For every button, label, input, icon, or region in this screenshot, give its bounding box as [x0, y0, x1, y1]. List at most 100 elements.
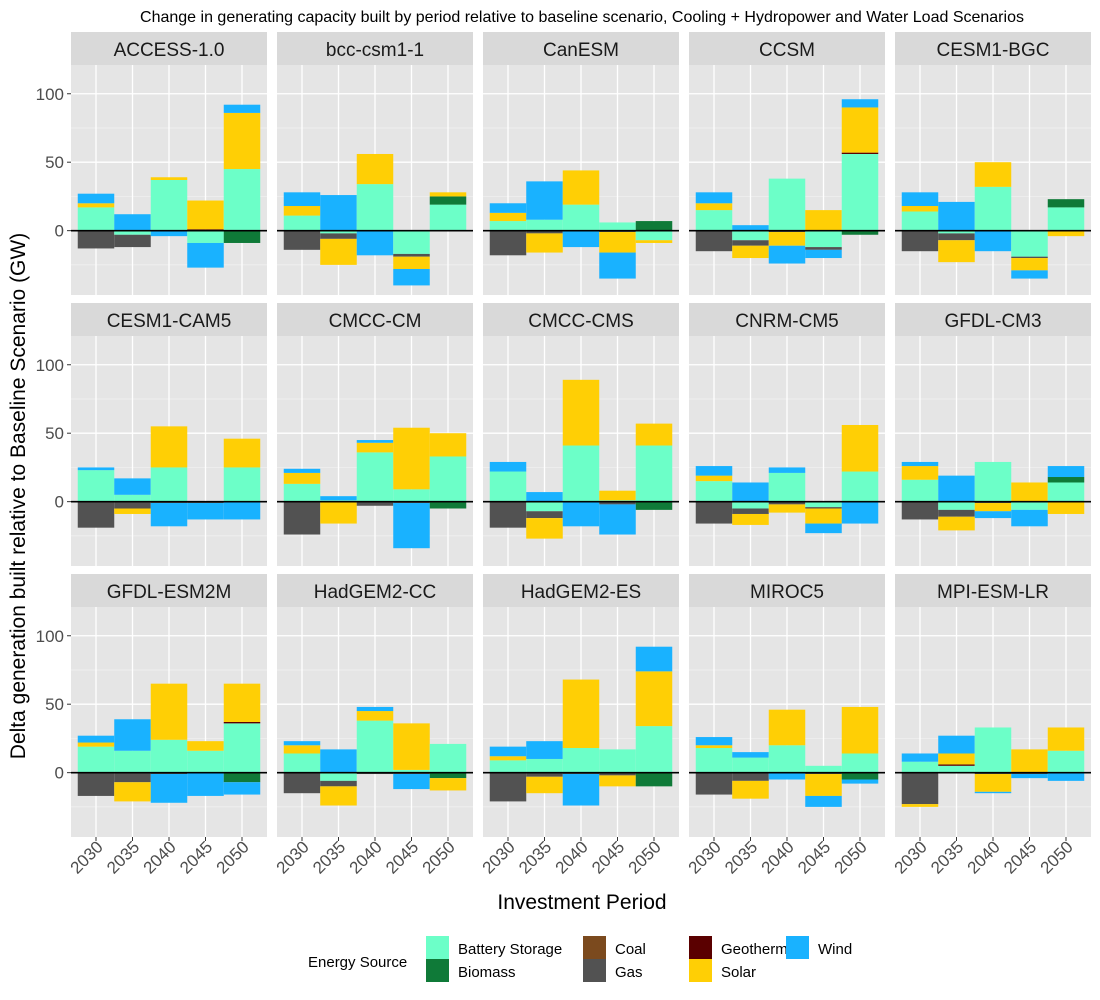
- facet-panels: ACCESS-1.0 0 50 100 bcc-csm1-1 CanESM CCSM CESM…: [36, 32, 1091, 878]
- x-tick-label: 2035: [721, 837, 761, 877]
- strip-label-canesm: CanESM: [543, 40, 619, 61]
- panel-cesm1-bgc: CESM1-BGC: [895, 32, 1091, 295]
- bar-cnrm-cm5-2050-solar: [841, 424, 879, 472]
- bar-hadgem2-cc-2035-gas: [320, 780, 357, 787]
- bar-hadgem2-cc-2030-wind: [283, 741, 321, 746]
- x-tick-label: 2040: [552, 837, 592, 877]
- bar-cmcc-cm-2030-gas: [283, 501, 321, 535]
- strip-label-ccsm: CCSM: [759, 40, 815, 61]
- bar-hadgem2-es-2030-solar: [489, 756, 527, 761]
- bar-hadgem2-es-2035-battery-storage: [526, 758, 563, 773]
- y-tick-label: 100: [36, 85, 64, 104]
- panel-bcc-csm1-1: bcc-csm1-1: [277, 32, 473, 295]
- bar-miroc5-2050-wind: [841, 779, 879, 784]
- bar-canesm-2030-wind: [489, 203, 527, 213]
- bar-cesm1-cam5-2050-battery-storage: [223, 467, 261, 502]
- bar-mpi-esm-lr-2030-gas: [901, 772, 939, 805]
- bar-gfdl-esm2m-2035-wind: [114, 719, 151, 751]
- bar-cesm1-cam5-2050-solar: [223, 438, 261, 468]
- bar-cesm1-cam5-2040-battery-storage: [150, 467, 188, 502]
- bar-access-1-0-2050-solar: [223, 112, 261, 170]
- bar-cmcc-cm-2050-biomass: [429, 501, 467, 509]
- bar-cesm1-bgc-2045-gas: [1011, 256, 1048, 259]
- bar-gfdl-cm3-2045-wind: [1011, 509, 1048, 527]
- bar-cnrm-cm5-2040-wind: [768, 467, 806, 473]
- x-tick-label: 2030: [479, 837, 519, 877]
- panel-access-1-0: ACCESS-1.0 0 50 100: [36, 32, 267, 295]
- bar-cesm1-bgc-2040-wind: [974, 230, 1012, 252]
- bar-cnrm-cm5-2040-gas: [768, 501, 806, 505]
- bar-bcc-csm1-1-2050-biomass: [429, 196, 467, 205]
- bar-gfdl-cm3-2035-wind: [938, 475, 975, 502]
- bar-canesm-2035-battery-storage: [526, 219, 563, 231]
- bar-bcc-csm1-1-2035-wind: [320, 195, 357, 231]
- bar-ccsm-2030-wind: [695, 192, 733, 204]
- bar-canesm-2030-gas: [489, 230, 527, 256]
- bar-hadgem2-cc-2040-battery-storage: [356, 720, 394, 773]
- bar-cmcc-cm-2040-wind: [356, 440, 394, 443]
- bar-cnrm-cm5-2045-solar: [805, 508, 842, 524]
- bar-cnrm-cm5-2035-battery-storage: [732, 501, 769, 509]
- legend-label: Wind: [818, 941, 852, 958]
- bar-cmcc-cm-2045-solar: [393, 427, 430, 490]
- bar-cesm1-bgc-2050-solar: [1047, 230, 1085, 237]
- bar-cmcc-cms-2035-gas: [526, 511, 563, 519]
- bar-cmcc-cms-2035-solar: [526, 518, 563, 539]
- bar-bcc-csm1-1-2040-wind: [356, 230, 394, 256]
- y-tick-label: 100: [36, 356, 64, 375]
- bar-access-1-0-2040-solar: [150, 177, 188, 180]
- bar-access-1-0-2035-battery-storage: [114, 230, 151, 235]
- legend-label: Biomass: [458, 964, 516, 981]
- y-tick-label: 50: [45, 424, 64, 443]
- bar-canesm-2045-solar: [599, 232, 636, 253]
- bar-gfdl-cm3-2040-battery-storage: [974, 461, 1012, 502]
- bar-cmcc-cms-2045-gas: [599, 501, 636, 505]
- bar-miroc5-2040-wind: [768, 772, 806, 780]
- bar-miroc5-2030-gas: [695, 772, 733, 795]
- bar-mpi-esm-lr-2035-wind: [938, 735, 975, 754]
- bar-hadgem2-es-2045-gas: [599, 772, 636, 776]
- legend-swatch-geothermal: [689, 936, 712, 959]
- bar-bcc-csm1-1-2030-solar: [283, 206, 321, 216]
- bar-ccsm-2045-gas: [805, 247, 842, 250]
- bar-hadgem2-cc-2035-solar: [320, 786, 357, 806]
- bar-cmcc-cm-2050-solar: [429, 433, 467, 457]
- bar-cnrm-cm5-2040-battery-storage: [768, 472, 806, 502]
- bar-ccsm-2050-geothermal: [841, 152, 879, 154]
- strip-label-mpi-esm-lr: MPI-ESM-LR: [937, 582, 1049, 603]
- bar-miroc5-2050-biomass: [841, 772, 879, 780]
- bar-hadgem2-es-2050-solar: [635, 671, 673, 727]
- bar-cnrm-cm5-2050-battery-storage: [841, 471, 879, 502]
- bar-cnrm-cm5-2030-battery-storage: [695, 481, 733, 502]
- bar-cnrm-cm5-2045-wind: [805, 523, 842, 534]
- bar-miroc5-2035-wind: [732, 752, 769, 758]
- panel-gfdl-cm3: GFDL-CM3: [895, 303, 1091, 566]
- x-tick-label: 2045: [382, 837, 422, 877]
- bar-cmcc-cms-2030-wind: [489, 461, 527, 472]
- y-tick-label: 0: [55, 764, 64, 783]
- bar-miroc5-2035-gas: [732, 772, 769, 781]
- bar-cnrm-cm5-2035-wind: [732, 482, 769, 502]
- bar-cesm1-bgc-2040-battery-storage: [974, 186, 1012, 231]
- panel-canesm: CanESM: [483, 32, 679, 295]
- bar-bcc-csm1-1-2045-solar: [393, 256, 430, 269]
- bar-hadgem2-es-2050-battery-storage: [635, 726, 673, 773]
- legend-swatch-battery-storage: [426, 936, 449, 959]
- bar-ccsm-2035-wind: [732, 225, 769, 231]
- x-tick-label: 2040: [140, 837, 180, 877]
- bar-canesm-2045-battery-storage: [599, 222, 636, 231]
- bar-gfdl-cm3-2045-battery-storage: [1011, 501, 1048, 510]
- bar-mpi-esm-lr-2045-solar: [1011, 749, 1048, 773]
- bar-access-1-0-2030-wind: [77, 193, 115, 204]
- bar-ccsm-2035-battery-storage: [732, 230, 769, 241]
- bar-cnrm-cm5-2035-gas: [732, 508, 769, 514]
- bar-ccsm-2035-solar: [732, 245, 769, 259]
- bar-cesm1-cam5-2035-battery-storage: [114, 494, 151, 502]
- legend: Energy Source Battery Storage Biomass Coal…: [308, 936, 852, 982]
- bar-cnrm-cm5-2045-battery-storage: [805, 501, 842, 508]
- bar-mpi-esm-lr-2030-wind: [901, 753, 939, 762]
- bar-cesm1-cam5-2030-wind: [77, 467, 115, 471]
- bar-cmcc-cm-2030-battery-storage: [283, 483, 321, 502]
